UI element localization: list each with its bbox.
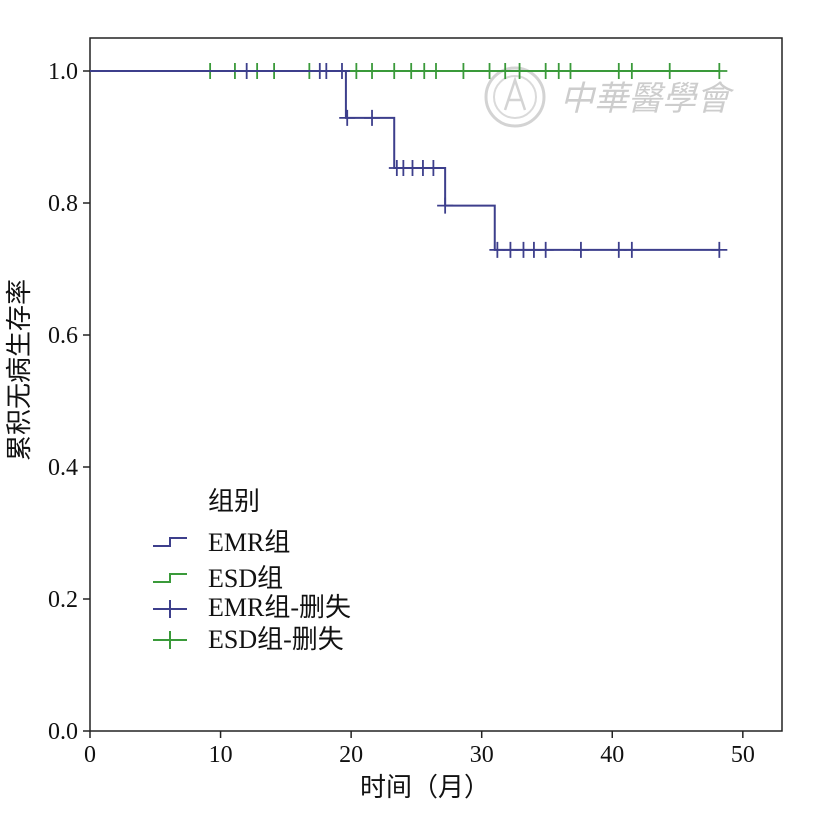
censor-mark-emr	[623, 241, 640, 258]
x-tick-label: 10	[209, 742, 233, 768]
y-tick-label: 0.0	[48, 719, 78, 745]
legend-item-emr: EMR组	[153, 528, 290, 557]
legend-label-emr-censored: EMR组-删失	[208, 593, 351, 622]
legend-item-esd-censored: ESD组-删失	[153, 625, 344, 654]
censor-mark-emr	[572, 241, 589, 258]
censor-mark-emr	[437, 197, 454, 214]
y-tick-label: 0.2	[48, 587, 78, 613]
censor-mark-emr	[333, 63, 350, 79]
legend: 组别 EMR组 ESD组 EMR组-删失 ESD组-删失	[153, 487, 351, 654]
censor-mark-esd	[623, 63, 640, 79]
legend-item-esd: ESD组	[153, 564, 283, 593]
plot-area	[80, 30, 790, 790]
x-tick-label: 0	[84, 742, 96, 768]
censor-mark-esd	[661, 63, 678, 79]
series-layer	[90, 63, 728, 258]
watermark-text: 中華醫學會	[560, 79, 735, 119]
legend-title: 组别	[208, 487, 260, 516]
censor-mark-esd	[511, 63, 528, 79]
censor-mark-esd	[386, 63, 403, 79]
censor-mark-esd	[455, 63, 472, 79]
censor-mark-emr	[238, 63, 255, 79]
y-tick-label: 0.8	[48, 191, 78, 217]
censor-mark-esd	[348, 63, 365, 79]
censor-mark-esd	[711, 63, 728, 79]
y-axis: 0.0 0.2 0.4 0.6 0.8 1.0	[48, 59, 90, 745]
censor-mark-esd	[481, 63, 498, 79]
society-seal-icon	[484, 66, 546, 128]
x-tick-label: 50	[731, 742, 755, 768]
censor-mark-esd	[428, 63, 444, 79]
censor-mark-esd	[562, 63, 579, 79]
legend-label-esd-censored: ESD组-删失	[208, 625, 344, 654]
x-tick-label: 30	[470, 742, 494, 768]
legend-item-emr-censored: EMR组-删失	[153, 593, 351, 622]
x-axis: 0 10 20 30 40 50	[84, 731, 755, 768]
censor-mark-emr	[425, 160, 442, 177]
legend-symbol-emr-step	[153, 537, 187, 547]
censor-mark-emr	[537, 241, 554, 258]
censor-mark-esd	[497, 63, 514, 79]
x-tick-label: 20	[339, 742, 363, 768]
y-tick-label: 0.4	[48, 455, 78, 481]
x-tick-label: 40	[600, 742, 624, 768]
y-tick-label: 0.6	[48, 323, 78, 349]
x-axis-title: 时间（月）	[360, 773, 490, 802]
censor-mark-esd	[364, 63, 381, 79]
y-tick-label: 1.0	[48, 59, 78, 85]
censor-mark-emr	[318, 63, 335, 79]
legend-symbol-emr-censor	[153, 600, 187, 618]
series-emr	[90, 63, 728, 258]
watermark: 中華醫學會	[484, 66, 735, 128]
y-axis-title: 累积无病生存率	[5, 279, 34, 461]
legend-label-esd: ESD组	[208, 564, 283, 593]
plot-frame	[89, 37, 783, 732]
legend-symbol-esd-censor	[153, 631, 187, 649]
censor-mark-emr	[711, 241, 728, 258]
censor-mark-emr	[339, 109, 356, 126]
legend-label-emr: EMR组	[208, 528, 290, 557]
legend-symbol-esd-step	[153, 573, 187, 583]
censor-mark-emr	[364, 109, 381, 126]
